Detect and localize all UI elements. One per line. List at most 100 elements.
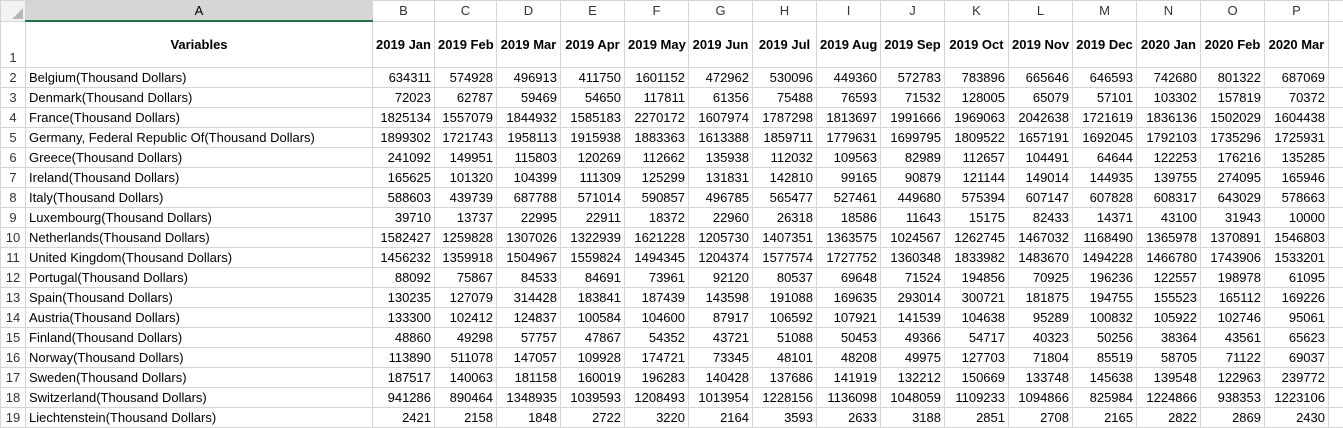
value-cell[interactable]: 22960 <box>689 207 753 227</box>
value-cell[interactable]: 26318 <box>753 207 817 227</box>
value-cell[interactable]: 75867 <box>435 267 497 287</box>
month-header-cell[interactable]: 2019 Jun <box>689 21 753 67</box>
column-header-i[interactable]: I <box>817 1 881 22</box>
variable-name-cell[interactable]: Italy(Thousand Dollars) <box>26 187 373 207</box>
value-cell[interactable]: 3593 <box>753 407 817 427</box>
value-cell[interactable]: 22995 <box>497 207 561 227</box>
value-cell[interactable]: 1363575 <box>817 227 881 247</box>
value-cell[interactable]: 1205730 <box>689 227 753 247</box>
value-cell[interactable]: 742680 <box>1137 67 1201 87</box>
variable-name-cell[interactable]: Ireland(Thousand Dollars) <box>26 167 373 187</box>
row-number[interactable]: 7 <box>1 167 26 187</box>
value-cell[interactable]: 1727752 <box>817 247 881 267</box>
value-cell[interactable] <box>1329 287 1343 307</box>
value-cell[interactable]: 1613388 <box>689 127 753 147</box>
value-cell[interactable] <box>1329 327 1343 347</box>
value-cell[interactable]: 1168490 <box>1073 227 1137 247</box>
value-cell[interactable]: 1109233 <box>945 387 1009 407</box>
value-cell[interactable] <box>1329 187 1343 207</box>
value-cell[interactable]: 890464 <box>435 387 497 407</box>
variable-name-cell[interactable]: Luxembourg(Thousand Dollars) <box>26 207 373 227</box>
value-cell[interactable]: 132212 <box>881 367 945 387</box>
variables-header-cell[interactable]: Variables <box>26 21 373 67</box>
value-cell[interactable]: 59469 <box>497 87 561 107</box>
value-cell[interactable]: 449360 <box>817 67 881 87</box>
value-cell[interactable]: 472962 <box>689 67 753 87</box>
month-header-cell[interactable]: 2020 Mar <box>1265 21 1329 67</box>
month-header-cell[interactable]: 2019 Dec <box>1073 21 1137 67</box>
value-cell[interactable]: 82989 <box>881 147 945 167</box>
value-cell[interactable]: 127079 <box>435 287 497 307</box>
value-cell[interactable]: 150669 <box>945 367 1009 387</box>
value-cell[interactable]: 104600 <box>625 307 689 327</box>
value-cell[interactable]: 496785 <box>689 187 753 207</box>
value-cell[interactable]: 104638 <box>945 307 1009 327</box>
value-cell[interactable]: 131831 <box>689 167 753 187</box>
value-cell[interactable]: 169635 <box>817 287 881 307</box>
value-cell[interactable]: 187439 <box>625 287 689 307</box>
value-cell[interactable]: 112662 <box>625 147 689 167</box>
value-cell[interactable]: 43561 <box>1201 327 1265 347</box>
value-cell[interactable]: 141539 <box>881 307 945 327</box>
value-cell[interactable]: 49366 <box>881 327 945 347</box>
value-cell[interactable] <box>1329 67 1343 87</box>
value-cell[interactable]: 115803 <box>497 147 561 167</box>
value-cell[interactable]: 1494345 <box>625 247 689 267</box>
value-cell[interactable]: 160019 <box>561 367 625 387</box>
value-cell[interactable]: 82433 <box>1009 207 1073 227</box>
value-cell[interactable]: 1787298 <box>753 107 817 127</box>
column-header-h[interactable]: H <box>753 1 817 22</box>
month-header-cell[interactable]: 2019 Sep <box>881 21 945 67</box>
row-number[interactable]: 14 <box>1 307 26 327</box>
value-cell[interactable]: 1094866 <box>1009 387 1073 407</box>
value-cell[interactable]: 109928 <box>561 347 625 367</box>
value-cell[interactable]: 174721 <box>625 347 689 367</box>
value-cell[interactable]: 1825134 <box>373 107 435 127</box>
value-cell[interactable]: 2822 <box>1137 407 1201 427</box>
value-cell[interactable]: 143598 <box>689 287 753 307</box>
value-cell[interactable]: 300721 <box>945 287 1009 307</box>
value-cell[interactable]: 572783 <box>881 67 945 87</box>
value-cell[interactable]: 101320 <box>435 167 497 187</box>
value-cell[interactable]: 169226 <box>1265 287 1329 307</box>
value-cell[interactable] <box>1329 347 1343 367</box>
value-cell[interactable]: 117811 <box>625 87 689 107</box>
row-number[interactable]: 11 <box>1 247 26 267</box>
column-header-l[interactable]: L <box>1009 1 1073 22</box>
value-cell[interactable]: 1039593 <box>561 387 625 407</box>
row-number[interactable]: 5 <box>1 127 26 147</box>
column-header-j[interactable]: J <box>881 1 945 22</box>
value-cell[interactable]: 1365978 <box>1137 227 1201 247</box>
value-cell[interactable]: 1692045 <box>1073 127 1137 147</box>
value-cell[interactable]: 2851 <box>945 407 1009 427</box>
value-cell[interactable]: 527461 <box>817 187 881 207</box>
value-cell[interactable]: 54717 <box>945 327 1009 347</box>
value-cell[interactable]: 43100 <box>1137 207 1201 227</box>
row-number[interactable]: 17 <box>1 367 26 387</box>
value-cell[interactable]: 1456232 <box>373 247 435 267</box>
value-cell[interactable]: 71524 <box>881 267 945 287</box>
value-cell[interactable]: 198978 <box>1201 267 1265 287</box>
value-cell[interactable]: 1836136 <box>1137 107 1201 127</box>
value-cell[interactable]: 1223106 <box>1265 387 1329 407</box>
value-cell[interactable]: 122253 <box>1137 147 1201 167</box>
value-cell[interactable]: 71122 <box>1201 347 1265 367</box>
value-cell[interactable]: 47867 <box>561 327 625 347</box>
value-cell[interactable]: 69648 <box>817 267 881 287</box>
value-cell[interactable]: 124837 <box>497 307 561 327</box>
value-cell[interactable]: 2430 <box>1265 407 1329 427</box>
value-cell[interactable]: 122557 <box>1137 267 1201 287</box>
variable-name-cell[interactable]: Netherlands(Thousand Dollars) <box>26 227 373 247</box>
value-cell[interactable]: 1735296 <box>1201 127 1265 147</box>
value-cell[interactable]: 1370891 <box>1201 227 1265 247</box>
value-cell[interactable]: 2722 <box>561 407 625 427</box>
value-cell[interactable]: 181875 <box>1009 287 1073 307</box>
value-cell[interactable]: 1725931 <box>1265 127 1329 147</box>
month-header-cell[interactable]: 2019 May <box>625 21 689 67</box>
value-cell[interactable]: 71532 <box>881 87 945 107</box>
row-number[interactable]: 8 <box>1 187 26 207</box>
variable-name-cell[interactable]: Portugal(Thousand Dollars) <box>26 267 373 287</box>
value-cell[interactable]: 104491 <box>1009 147 1073 167</box>
value-cell[interactable]: 61356 <box>689 87 753 107</box>
value-cell[interactable]: 1013954 <box>689 387 753 407</box>
